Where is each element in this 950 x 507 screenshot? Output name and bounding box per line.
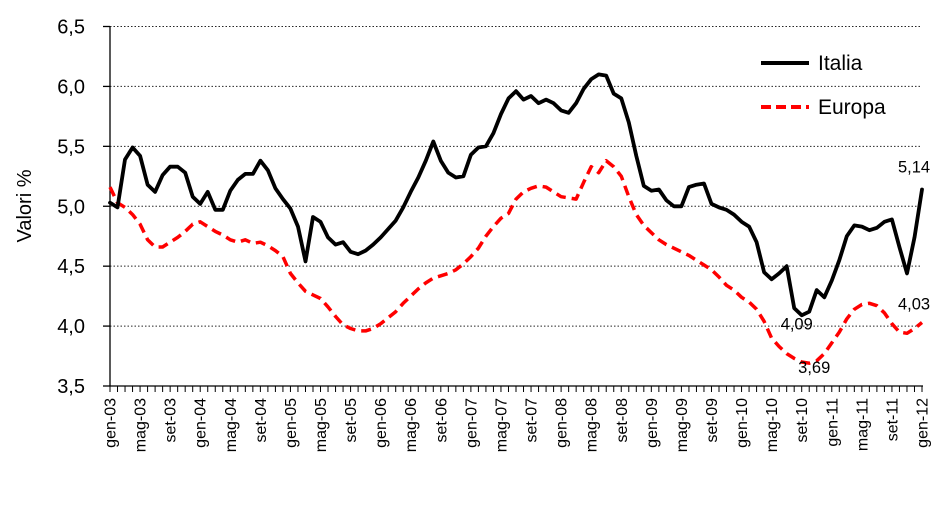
x-tick-label: gen-12 <box>915 398 932 448</box>
x-tick-label: mag-07 <box>493 398 510 452</box>
x-tick-label: mag-03 <box>133 398 150 452</box>
x-tick-label: mag-09 <box>674 398 691 452</box>
x-tick-label: set-06 <box>433 398 450 443</box>
data-label: 3,69 <box>798 359 830 377</box>
x-tick-label: set-11 <box>884 398 901 441</box>
x-tick-label: mag-11 <box>854 398 871 451</box>
x-tick-label: mag-10 <box>764 398 781 452</box>
x-tick-label: set-10 <box>794 398 811 443</box>
x-tick-label: set-08 <box>614 398 631 443</box>
data-label: 4,09 <box>781 315 813 333</box>
y-tick-label: 5,0 <box>57 196 85 218</box>
legend-item-europa: Europa <box>761 91 886 123</box>
x-tick-label: gen-08 <box>554 398 571 448</box>
x-tick-label: set-09 <box>704 398 721 443</box>
x-tick-label: set-03 <box>163 398 180 443</box>
x-tick-label: mag-08 <box>584 398 601 452</box>
legend-label-europa: Europa <box>818 95 886 119</box>
y-axis-title: Valori % <box>14 169 36 243</box>
x-tick-label: gen-06 <box>373 398 390 448</box>
x-tick-label: gen-10 <box>734 398 751 448</box>
series-europa <box>108 158 924 365</box>
y-tick-label: 3,5 <box>57 376 85 398</box>
x-tick-label: mag-05 <box>313 398 330 452</box>
europa-line-sample <box>761 105 809 109</box>
y-tick-label: 6,0 <box>57 76 85 98</box>
x-tick-label: gen-09 <box>644 398 661 448</box>
y-tick-label: 5,5 <box>57 136 85 158</box>
x-tick-label: gen-04 <box>193 398 210 448</box>
y-tick-label: 4,0 <box>57 316 85 338</box>
x-axis: gen-03 mag-03 set-03 gen-04 mag-04 set-04 gen-… <box>103 385 932 452</box>
y-tick-label: 4,5 <box>57 256 85 278</box>
series-italia <box>108 72 924 318</box>
y-tick-label: 6,5 <box>57 17 85 39</box>
data-label: 4,03 <box>898 295 930 313</box>
data-label: 5,14 <box>898 158 930 176</box>
y-axis: 6,5 6,0 5,5 5,0 4,5 4,0 3,5 <box>57 17 111 398</box>
x-tick-label: mag-06 <box>403 398 420 452</box>
x-tick-label: gen-11 <box>824 398 841 447</box>
x-tick-label: set-07 <box>524 398 541 443</box>
x-tick-label: set-04 <box>253 398 270 443</box>
italia-line-sample <box>761 61 809 65</box>
x-tick-label: gen-03 <box>103 398 120 448</box>
x-tick-label: set-05 <box>343 398 360 443</box>
x-tick-label: gen-05 <box>283 398 300 448</box>
legend-label-italia: Italia <box>818 51 863 75</box>
x-tick-label: mag-04 <box>223 398 240 452</box>
legend-item-italia: Italia <box>761 47 886 79</box>
legend: Italia Europa <box>761 47 886 135</box>
x-tick-label: gen-07 <box>463 398 480 448</box>
